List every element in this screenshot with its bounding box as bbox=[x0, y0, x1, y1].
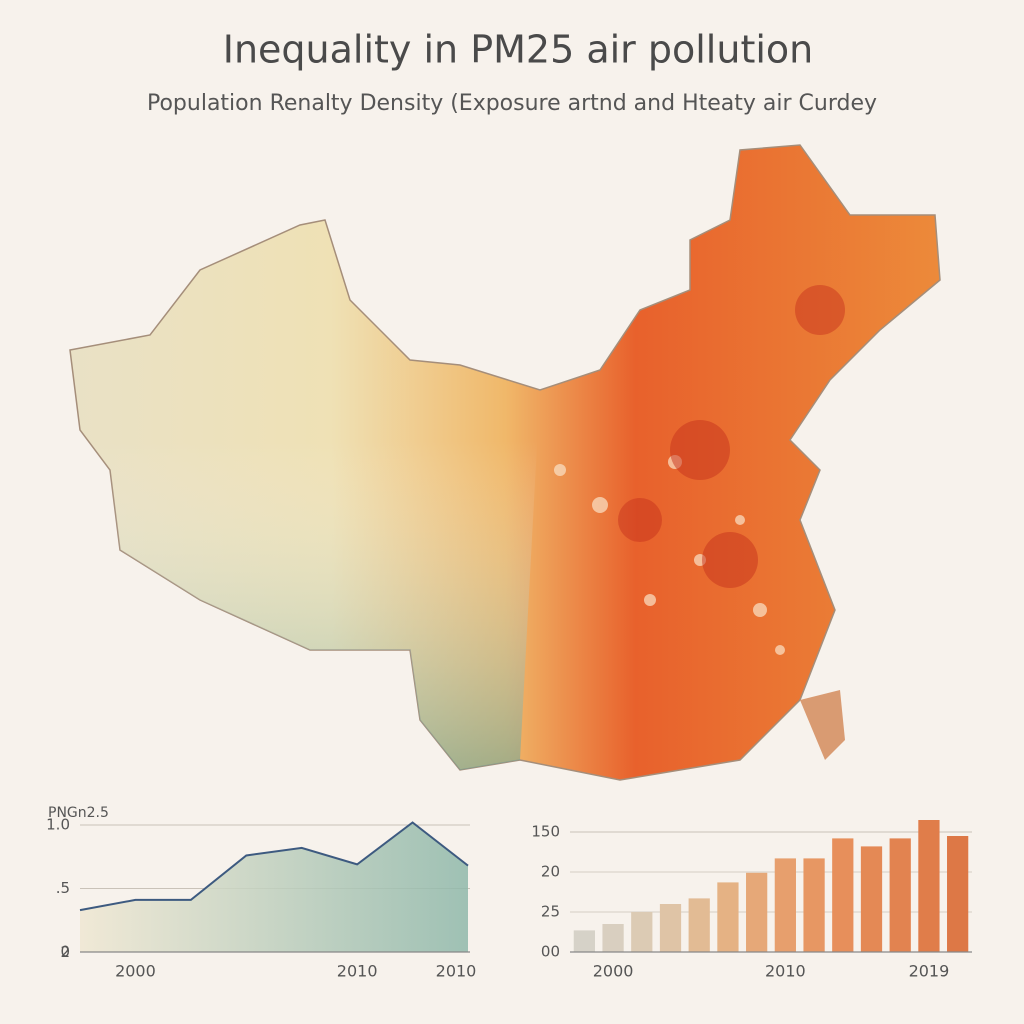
bar bbox=[918, 820, 940, 952]
bar bbox=[832, 838, 854, 952]
bar bbox=[803, 858, 825, 952]
map-shade bbox=[70, 220, 540, 770]
bar bbox=[631, 912, 653, 952]
bar bbox=[774, 858, 796, 952]
bar bbox=[602, 924, 624, 952]
y-tick-label: .5 bbox=[56, 879, 70, 897]
map-hotspots bbox=[618, 285, 845, 588]
bar bbox=[717, 882, 739, 952]
subtitle: Population Renalty Density (Exposure art… bbox=[147, 91, 877, 116]
bar bbox=[746, 872, 768, 952]
bar bbox=[947, 836, 969, 952]
y-axis-label: 2 bbox=[60, 943, 70, 961]
title: Inequality in PM25 air pollution bbox=[223, 28, 814, 72]
y-label: PNGn2.5 bbox=[48, 805, 109, 821]
island bbox=[800, 690, 845, 760]
y-axis-label: 20 bbox=[541, 863, 560, 881]
bar bbox=[688, 898, 710, 952]
y-tick-label: 1.0 bbox=[46, 816, 70, 834]
x-tick-label: 2010 bbox=[337, 962, 378, 981]
x-tick-label: 2010 bbox=[436, 962, 477, 981]
y-axis-label: 25 bbox=[541, 903, 560, 921]
line-area bbox=[80, 822, 468, 952]
x-tick-label: 2010 bbox=[765, 962, 806, 981]
map bbox=[69, 144, 941, 781]
x-tick-label: 2000 bbox=[593, 962, 634, 981]
y-tick-label: 0 bbox=[60, 943, 70, 961]
map-dots bbox=[554, 455, 785, 655]
bar bbox=[860, 846, 883, 952]
y-tick-label: 150 bbox=[531, 823, 560, 841]
bar bbox=[659, 904, 682, 952]
x-tick-label: 2000 bbox=[115, 962, 156, 981]
line bbox=[79, 821, 469, 912]
bar bbox=[573, 930, 595, 952]
x-tick-label: 2019 bbox=[909, 962, 950, 981]
y-tick-label: 00 bbox=[541, 943, 560, 961]
bar bbox=[889, 838, 911, 952]
